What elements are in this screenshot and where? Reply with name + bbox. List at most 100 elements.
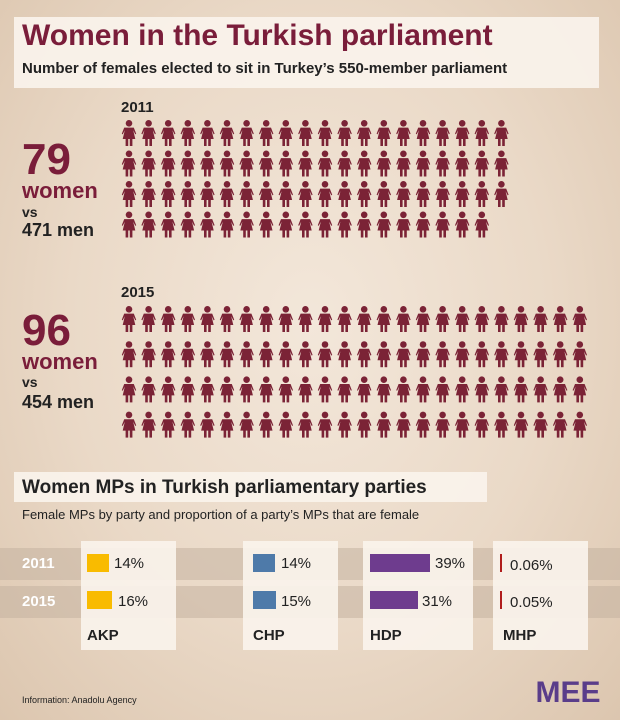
pct-mhp-2011: 0.06% — [510, 557, 553, 574]
woman-figure-2015-62 — [376, 376, 391, 403]
women-count-2015: 96 — [22, 306, 71, 355]
year-2015-label: 2015 — [121, 284, 155, 301]
bar-hdp-2015 — [370, 591, 419, 609]
page-subtitle: Number of females elected to sit in Turk… — [22, 60, 508, 77]
woman-figure-2011-60 — [494, 181, 509, 207]
pct-mhp-2015: 0.05% — [510, 594, 553, 611]
woman-figure-2011-41 — [121, 181, 137, 207]
woman-figure-2011-59 — [474, 181, 489, 207]
woman-figure-2015-25 — [121, 341, 137, 368]
woman-figure-2015-34 — [298, 341, 313, 368]
woman-figure-2015-88 — [415, 411, 431, 438]
woman-figure-2015-84 — [337, 411, 352, 438]
woman-figure-2015-67 — [474, 376, 489, 403]
woman-figure-2015-9 — [278, 306, 293, 332]
woman-figure-2015-31 — [239, 341, 254, 368]
woman-figure-2011-1 — [121, 120, 137, 146]
woman-figure-2015-89 — [435, 411, 450, 438]
woman-figure-2015-37 — [357, 341, 372, 368]
woman-figure-2015-66 — [455, 376, 470, 403]
woman-figure-2015-76 — [180, 411, 195, 438]
woman-figure-2015-17 — [435, 306, 450, 332]
woman-figure-2015-80 — [259, 411, 274, 438]
woman-figure-2011-46 — [219, 181, 235, 207]
woman-figure-2011-24 — [180, 150, 195, 177]
panel-mhp — [493, 541, 588, 650]
woman-figure-2011-58 — [455, 181, 470, 207]
woman-figure-2015-52 — [180, 376, 195, 403]
woman-figure-2011-33 — [357, 150, 372, 177]
woman-figure-2011-27 — [239, 150, 254, 177]
woman-figure-2015-49 — [121, 376, 137, 403]
woman-figure-2011-67 — [239, 211, 254, 238]
woman-figure-2011-30 — [298, 150, 313, 177]
woman-figure-2015-33 — [278, 341, 293, 368]
woman-figure-2011-74 — [376, 211, 391, 238]
woman-figure-2015-16 — [415, 306, 431, 332]
woman-figure-2011-76 — [415, 211, 431, 238]
woman-figure-2011-73 — [357, 211, 372, 238]
woman-figure-2011-40 — [494, 150, 509, 177]
woman-figure-2015-46 — [533, 341, 548, 368]
woman-figure-2015-30 — [219, 341, 235, 368]
woman-figure-2015-59 — [317, 376, 333, 403]
woman-figure-2015-79 — [239, 411, 254, 438]
woman-figure-2015-48 — [572, 341, 587, 368]
men-count-2011: 471 men — [22, 220, 95, 240]
woman-figure-2015-29 — [200, 341, 215, 368]
woman-figure-2011-61 — [121, 211, 137, 238]
woman-figure-2011-64 — [180, 211, 195, 238]
woman-figure-2015-20 — [494, 306, 509, 332]
women-label-2015: women — [22, 349, 98, 374]
woman-figure-2015-72 — [572, 376, 587, 403]
woman-figure-2015-70 — [533, 376, 548, 403]
woman-figure-2015-14 — [376, 306, 391, 332]
mee-logo: MEE — [535, 677, 600, 705]
woman-figure-2015-93 — [513, 411, 529, 438]
woman-figure-2015-10 — [298, 306, 313, 332]
woman-figure-2011-25 — [200, 150, 215, 177]
woman-figure-2011-14 — [376, 120, 391, 146]
party-label-chp: CHP — [253, 627, 285, 644]
bar-akp-2011 — [87, 554, 109, 572]
woman-figure-2011-53 — [357, 181, 372, 207]
pct-akp-2015: 16% — [118, 593, 149, 610]
logo-text: MEE — [535, 677, 600, 705]
vs-label-2015: vs — [22, 374, 38, 390]
woman-figure-2015-7 — [239, 306, 254, 332]
woman-figure-2011-56 — [415, 181, 431, 207]
woman-figure-2011-28 — [259, 150, 274, 177]
woman-figure-2015-39 — [396, 341, 411, 368]
woman-figure-2011-72 — [337, 211, 352, 238]
woman-figure-2011-19 — [474, 120, 489, 146]
woman-figure-2011-7 — [239, 120, 254, 146]
woman-figure-2011-77 — [435, 211, 450, 238]
woman-figure-2015-3 — [161, 306, 176, 332]
woman-figure-2011-31 — [317, 150, 333, 177]
woman-figure-2011-37 — [435, 150, 450, 177]
woman-figure-2015-51 — [161, 376, 176, 403]
pct-akp-2011: 14% — [114, 555, 145, 572]
woman-figure-2015-90 — [455, 411, 470, 438]
woman-figure-2011-51 — [317, 181, 333, 207]
woman-figure-2015-24 — [572, 306, 587, 332]
woman-figure-2011-22 — [141, 150, 156, 177]
woman-figure-2015-94 — [533, 411, 548, 438]
woman-figure-2015-96 — [572, 411, 587, 438]
woman-figure-2015-38 — [376, 341, 391, 368]
party-label-akp: AKP — [87, 627, 119, 644]
woman-figure-2011-71 — [317, 211, 333, 238]
woman-figure-2011-26 — [219, 150, 235, 177]
women-label-2011: women — [22, 178, 98, 203]
woman-figure-2015-58 — [298, 376, 313, 403]
woman-figure-2011-3 — [161, 120, 176, 146]
woman-figure-2015-22 — [533, 306, 548, 332]
woman-figure-2011-17 — [435, 120, 450, 146]
woman-figure-2015-92 — [494, 411, 509, 438]
woman-figure-2015-4 — [180, 306, 195, 332]
woman-figure-2015-60 — [337, 376, 352, 403]
pct-chp-2015: 15% — [281, 593, 312, 610]
woman-figure-2011-39 — [474, 150, 489, 177]
woman-figure-2015-23 — [553, 306, 568, 332]
woman-figure-2011-52 — [337, 181, 352, 207]
